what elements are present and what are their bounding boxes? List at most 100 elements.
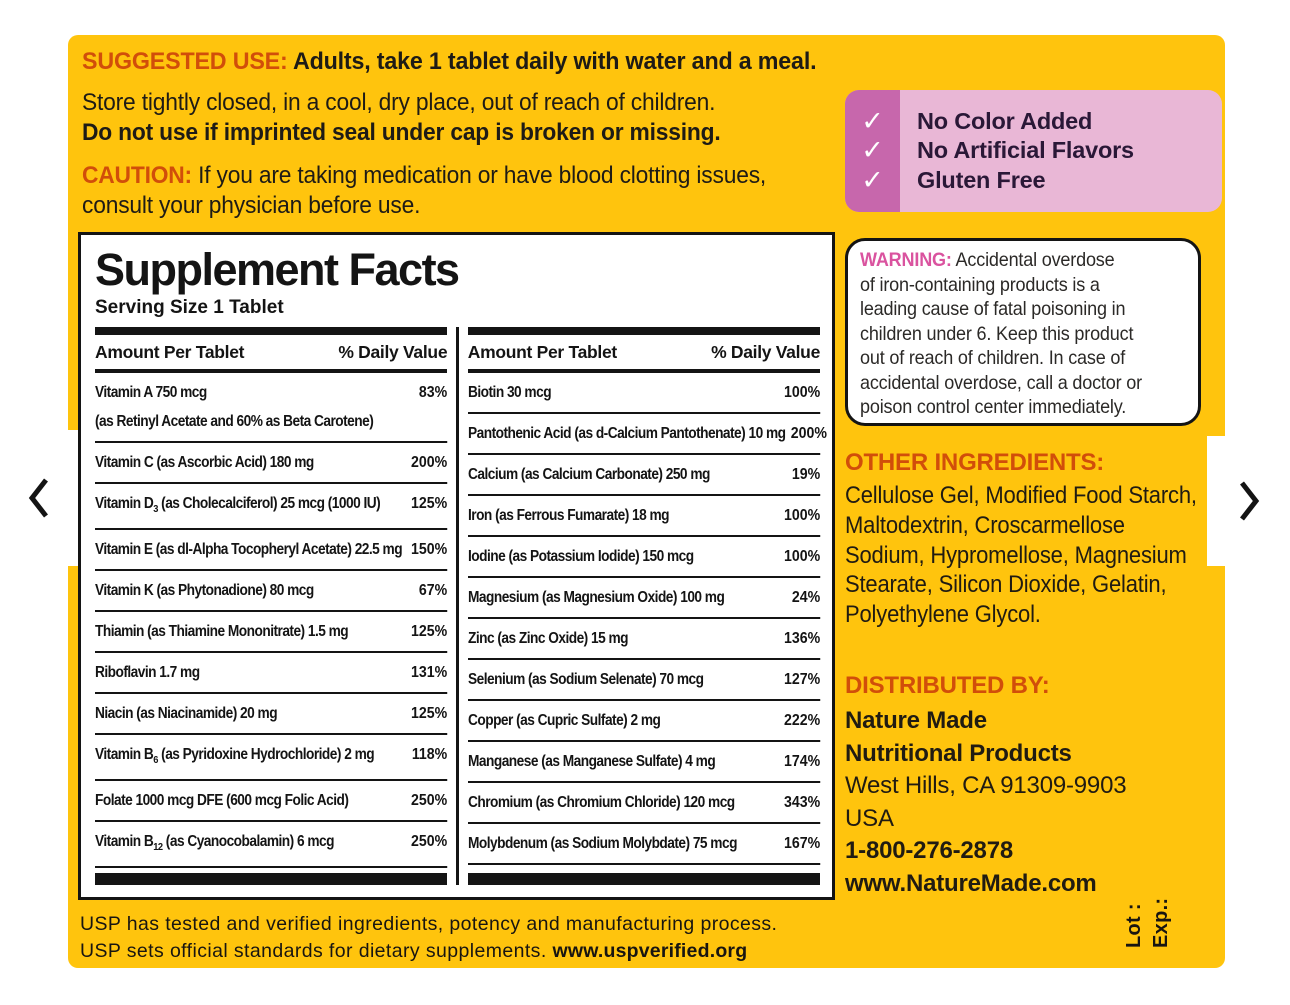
check-icon: ✓ <box>861 164 884 195</box>
caution: CAUTION: If you are taking medication or… <box>82 161 890 220</box>
nutrient-line: Folate 1000 mcg DFE (600 mcg Folic Acid)… <box>95 791 447 811</box>
nutrient-name: Niacin (as Niacinamide) 20 mg <box>95 705 278 723</box>
daily-value: 83% <box>418 384 448 401</box>
nutrient-rows-right: Biotin 30 mcg 100% Pantothenic Acid (as d-… <box>467 373 827 865</box>
nutrient-line: Chromium (as Chromium Chloride) 120 mcg 3… <box>468 793 820 813</box>
warning-text: Accidental overdose of iron-containing p… <box>860 249 1142 418</box>
claim-label: Gluten Free <box>917 166 1046 193</box>
daily-value: 118% <box>411 746 448 764</box>
daily-value: 222% <box>783 712 821 729</box>
supplement-facts-panel: Supplement Facts Serving Size 1 Tablet A… <box>78 232 835 900</box>
suggested-use: SUGGESTED USE: Adults, take 1 tablet dai… <box>82 48 890 76</box>
rule-thick <box>467 327 820 335</box>
nutrient-row: Thiamin (as Thiamine Mononitrate) 1.5 mg… <box>95 612 448 654</box>
nutrient-row: Chromium (as Chromium Chloride) 120 mcg 3… <box>467 783 821 824</box>
nutrient-name: Vitamin K (as Phytonadione) 80 mcg <box>95 582 314 600</box>
daily-value: 125% <box>411 623 448 641</box>
suggested-use-text: Adults, take 1 tablet daily with water a… <box>292 48 817 75</box>
nutrient-name: Folate 1000 mcg DFE (600 mcg Folic Acid) <box>95 792 349 810</box>
claim-label: No Color Added <box>917 107 1093 134</box>
nutrient-line: Iodine (as Potassium Iodide) 150 mcg 100% <box>468 547 820 567</box>
rule-thick <box>467 873 820 885</box>
chevron-right-icon <box>1234 479 1264 523</box>
nutrient-line: Vitamin B12 (as Cyanocobalamin) 6 mcg 250… <box>95 832 447 857</box>
nutrient-name: Pantothenic Acid (as d-Calcium Pantothen… <box>467 425 786 442</box>
facts-column-right: Amount Per Tablet % Daily Value Biotin 3… <box>467 327 827 885</box>
column-header: Amount Per Tablet % Daily Value <box>95 335 448 369</box>
nutrient-line: Niacin (as Niacinamide) 20 mg 125% <box>95 704 447 724</box>
rule-medium <box>467 369 820 373</box>
distributor-lines: Nature Made Nutritional Products West Hill… <box>845 705 1285 900</box>
daily-value: 125% <box>411 705 448 723</box>
nutrient-row: Copper (as Cupric Sulfate) 2 mg 222% <box>467 701 821 742</box>
nutrient-name: Biotin 30 mcg <box>467 384 552 401</box>
nutrient-row: Vitamin K (as Phytonadione) 80 mcg 67% <box>95 571 448 613</box>
daily-value: 67% <box>418 582 448 600</box>
dv-header: % Daily Value <box>711 342 820 362</box>
nutrient-row: Molybdenum (as Sodium Molybdate) 75 mcg 1… <box>467 824 821 865</box>
column-divider <box>456 327 459 885</box>
nutrient-line: Manganese (as Manganese Sulfate) 4 mg 174… <box>468 752 820 772</box>
daily-value: 125% <box>411 495 448 512</box>
carousel-prev-button[interactable] <box>0 430 78 566</box>
daily-value: 127% <box>783 671 821 688</box>
nutrient-row: Niacin (as Niacinamide) 20 mg 125% <box>95 694 448 736</box>
usp-url: www.uspverified.org <box>552 940 748 962</box>
nutrient-row: Selenium (as Sodium Selenate) 70 mcg 127% <box>467 660 821 701</box>
storage-line-1: Store tightly closed, in a cool, dry pla… <box>82 89 716 116</box>
nutrient-note: (as Retinyl Acetate and 60% as Beta Caro… <box>95 413 374 430</box>
nutrient-line: Vitamin B6 (as Pyridoxine Hydrochloride)… <box>95 745 447 770</box>
nutrient-row: Vitamin B6 (as Pyridoxine Hydrochloride)… <box>95 735 448 782</box>
amount-header: Amount Per Tablet <box>467 342 617 362</box>
distributor-line: Nutritional Products <box>845 739 1072 767</box>
claims-box: ✓ ✓ ✓ No Color Added No Artificial Flavors G… <box>845 90 1222 212</box>
chevron-left-icon <box>24 476 54 520</box>
rule-thick <box>95 327 448 335</box>
nutrient-name: Zinc (as Zinc Oxide) 15 mg <box>467 630 629 647</box>
nutrient-name: Vitamin B12 (as Cyanocobalamin) 6 mcg <box>95 833 334 854</box>
iron-warning-box: WARNING: Accidental overdose of iron-con… <box>845 238 1201 426</box>
nutrient-row: Vitamin D3 (as Cholecalciferol) 25 mcg (… <box>95 484 448 531</box>
daily-value: 250% <box>411 792 448 810</box>
supplement-label: SUGGESTED USE: Adults, take 1 tablet dai… <box>68 35 1225 968</box>
rule-medium <box>95 369 448 373</box>
daily-value: 100% <box>783 384 821 401</box>
distributor-line: Nature Made <box>845 707 987 734</box>
caution-heading: CAUTION: <box>82 162 192 189</box>
daily-value: 150% <box>411 541 448 559</box>
daily-value: 100% <box>783 507 821 524</box>
nutrient-line: Magnesium (as Magnesium Oxide) 100 mg 24% <box>468 588 820 608</box>
daily-value: 174% <box>783 753 821 770</box>
claim-label: No Artificial Flavors <box>917 137 1134 164</box>
carousel-next-button[interactable] <box>1207 436 1290 566</box>
suggested-use-heading: SUGGESTED USE: <box>82 48 288 75</box>
dv-header: % Daily Value <box>338 342 448 362</box>
nutrient-name: Vitamin E (as dl-Alpha Tocopheryl Acetat… <box>95 541 403 559</box>
exp-label: Exp.: <box>1150 897 1172 948</box>
usp-line-1: USP has tested and verified ingredients,… <box>80 913 778 935</box>
claims-list: No Color Added No Artificial Flavors Glute… <box>900 90 1134 212</box>
serving-size: Serving Size 1 Tablet <box>95 297 284 318</box>
nutrient-line: Riboflavin 1.7 mg 131% <box>95 663 447 683</box>
nutrient-name: Copper (as Cupric Sulfate) 2 mg <box>467 712 661 729</box>
nutrient-line: Vitamin A 750 mcg 83% <box>95 383 447 403</box>
nutrient-name: Chromium (as Chromium Chloride) 120 mcg <box>467 794 735 811</box>
nutrient-line: Vitamin K (as Phytonadione) 80 mcg 67% <box>95 581 447 601</box>
daily-value: 100% <box>783 548 821 565</box>
warning-paragraph: WARNING: Accidental overdose of iron-con… <box>860 248 1186 420</box>
daily-value: 167% <box>783 835 821 852</box>
nutrient-line: Copper (as Cupric Sulfate) 2 mg 222% <box>468 711 820 731</box>
check-icon: ✓ <box>861 105 884 136</box>
nutrient-line: Pantothenic Acid (as d-Calcium Pantothen… <box>467 424 827 444</box>
nutrient-row: Vitamin A 750 mcg 83% (as Retinyl Acetate … <box>95 373 448 443</box>
rule-thick <box>95 873 448 885</box>
daily-value: 250% <box>411 833 448 851</box>
nutrient-row: Magnesium (as Magnesium Oxide) 100 mg 24% <box>467 578 821 619</box>
nutrient-name: Thiamin (as Thiamine Mononitrate) 1.5 mg <box>95 623 349 641</box>
warning-heading: WARNING: <box>860 249 952 271</box>
lot-exp-block: Lot : Exp.: <box>1121 872 1179 948</box>
nutrient-rows-left: Vitamin A 750 mcg 83% (as Retinyl Acetate … <box>95 373 448 869</box>
nutrient-row: Zinc (as Zinc Oxide) 15 mg 136% <box>467 619 821 660</box>
nutrient-row: Manganese (as Manganese Sulfate) 4 mg 174… <box>467 742 821 783</box>
nutrient-line: Vitamin C (as Ascorbic Acid) 180 mg 200% <box>95 453 447 473</box>
